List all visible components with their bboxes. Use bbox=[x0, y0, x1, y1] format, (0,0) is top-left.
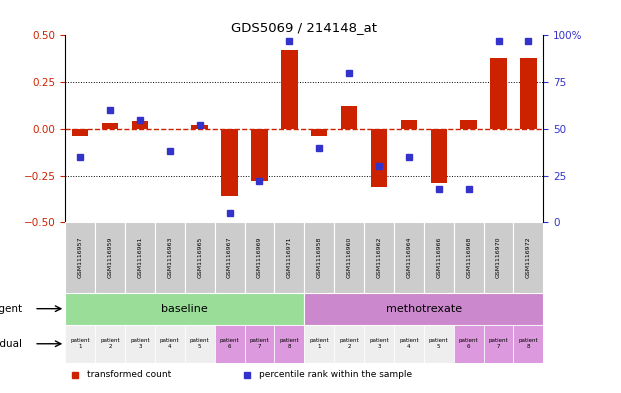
Bar bbox=[221, 129, 238, 196]
Bar bbox=[215, 222, 245, 293]
Bar bbox=[191, 125, 208, 129]
Bar bbox=[95, 222, 125, 293]
Text: GSM1116957: GSM1116957 bbox=[78, 237, 83, 278]
Text: patient
5: patient 5 bbox=[429, 338, 448, 349]
Text: GSM1116966: GSM1116966 bbox=[437, 237, 442, 278]
Bar bbox=[364, 222, 394, 293]
Text: patient
8: patient 8 bbox=[519, 338, 538, 349]
Text: GSM1116962: GSM1116962 bbox=[376, 237, 381, 278]
Text: GSM1116960: GSM1116960 bbox=[347, 237, 351, 278]
Bar bbox=[304, 222, 334, 293]
Text: GSM1116969: GSM1116969 bbox=[257, 237, 262, 278]
Bar bbox=[401, 119, 417, 129]
Text: patient
2: patient 2 bbox=[339, 338, 359, 349]
Bar bbox=[364, 325, 394, 363]
Text: methotrexate: methotrexate bbox=[386, 304, 462, 314]
Bar bbox=[185, 325, 215, 363]
Bar bbox=[334, 325, 364, 363]
Bar bbox=[132, 121, 148, 129]
Text: GSM1116972: GSM1116972 bbox=[526, 237, 531, 278]
Bar bbox=[514, 222, 543, 293]
Text: patient
5: patient 5 bbox=[190, 338, 209, 349]
Bar bbox=[155, 222, 185, 293]
Bar bbox=[304, 325, 334, 363]
Text: GSM1116963: GSM1116963 bbox=[167, 237, 172, 278]
Bar bbox=[430, 129, 447, 183]
Text: GSM1116965: GSM1116965 bbox=[197, 237, 202, 278]
Text: baseline: baseline bbox=[161, 304, 208, 314]
Bar bbox=[484, 222, 514, 293]
Bar bbox=[371, 129, 388, 187]
Bar bbox=[102, 123, 118, 129]
Text: GSM1116964: GSM1116964 bbox=[406, 237, 411, 278]
Bar bbox=[520, 58, 537, 129]
Bar bbox=[394, 325, 424, 363]
Bar bbox=[95, 325, 125, 363]
Bar bbox=[245, 325, 274, 363]
Text: individual: individual bbox=[0, 339, 22, 349]
Bar bbox=[491, 58, 507, 129]
Text: GSM1116970: GSM1116970 bbox=[496, 237, 501, 278]
Text: patient
6: patient 6 bbox=[220, 338, 239, 349]
Bar bbox=[424, 222, 454, 293]
Bar bbox=[274, 325, 304, 363]
Text: patient
3: patient 3 bbox=[369, 338, 389, 349]
Bar bbox=[514, 325, 543, 363]
Bar bbox=[274, 222, 304, 293]
Text: patient
1: patient 1 bbox=[70, 338, 90, 349]
Bar bbox=[341, 107, 357, 129]
Bar bbox=[460, 119, 477, 129]
Text: patient
6: patient 6 bbox=[459, 338, 478, 349]
Bar bbox=[72, 129, 88, 136]
Bar bbox=[65, 325, 95, 363]
Bar bbox=[252, 129, 268, 181]
Bar bbox=[484, 325, 514, 363]
Text: GSM1116961: GSM1116961 bbox=[137, 237, 142, 278]
Bar bbox=[394, 222, 424, 293]
Bar bbox=[424, 325, 454, 363]
Text: patient
3: patient 3 bbox=[130, 338, 150, 349]
Text: transformed count: transformed count bbox=[87, 370, 171, 379]
Text: GSM1116968: GSM1116968 bbox=[466, 237, 471, 278]
Text: GSM1116971: GSM1116971 bbox=[287, 237, 292, 278]
Bar bbox=[65, 293, 304, 325]
Text: patient
4: patient 4 bbox=[160, 338, 179, 349]
Text: GSM1116967: GSM1116967 bbox=[227, 237, 232, 278]
Bar bbox=[245, 222, 274, 293]
Bar bbox=[185, 222, 215, 293]
Bar bbox=[65, 222, 95, 293]
Text: patient
1: patient 1 bbox=[309, 338, 329, 349]
Bar bbox=[155, 325, 185, 363]
Bar bbox=[304, 293, 543, 325]
Text: GSM1116958: GSM1116958 bbox=[317, 237, 322, 278]
Text: patient
7: patient 7 bbox=[489, 338, 509, 349]
Bar bbox=[281, 50, 297, 129]
Text: agent: agent bbox=[0, 304, 22, 314]
Text: patient
7: patient 7 bbox=[250, 338, 270, 349]
Bar bbox=[125, 325, 155, 363]
Text: patient
8: patient 8 bbox=[279, 338, 299, 349]
Bar bbox=[454, 222, 484, 293]
Text: percentile rank within the sample: percentile rank within the sample bbox=[259, 370, 412, 379]
Bar bbox=[334, 222, 364, 293]
Text: patient
4: patient 4 bbox=[399, 338, 419, 349]
Bar bbox=[125, 222, 155, 293]
Text: GSM1116959: GSM1116959 bbox=[107, 237, 112, 278]
Bar bbox=[311, 129, 327, 136]
Text: patient
2: patient 2 bbox=[100, 338, 120, 349]
Bar bbox=[215, 325, 245, 363]
Bar bbox=[454, 325, 484, 363]
Title: GDS5069 / 214148_at: GDS5069 / 214148_at bbox=[231, 21, 378, 34]
